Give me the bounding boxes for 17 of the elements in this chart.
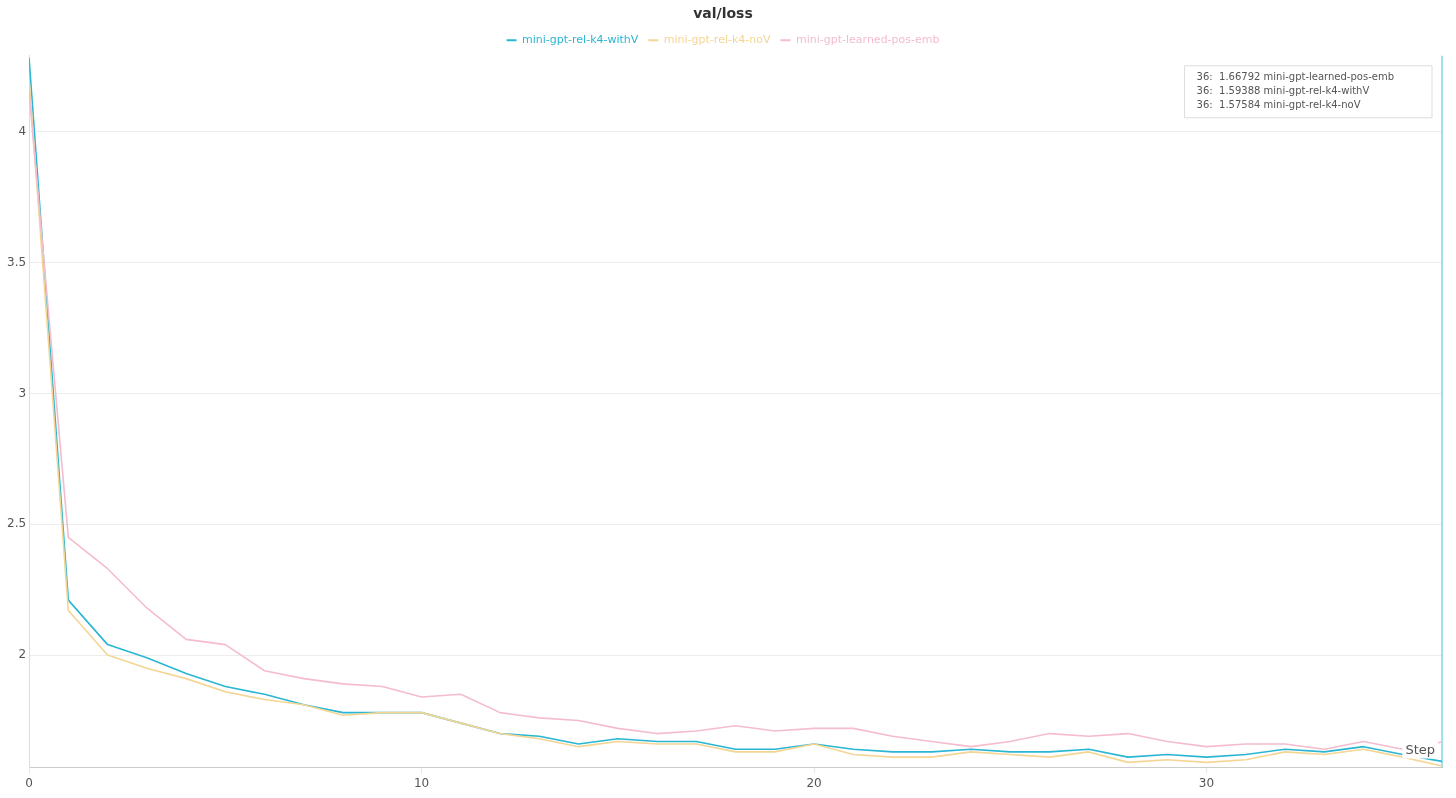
x-tick-label: 20 [806,775,822,790]
legend-label: mini-gpt-rel-k4-withV [522,33,639,47]
y-tick-label: 3.5 [6,254,27,269]
x-tick-label: 10 [413,775,430,790]
annotation: 36: 1.57584 mini-gpt-rel-k4-noV [1196,99,1361,111]
y-tick-label: 3 [18,385,27,400]
annotation: 36: 1.66792 mini-gpt-learned-pos-emb [1196,71,1394,83]
legend-label: mini-gpt-rel-k4-noV [663,33,771,47]
y-tick-label: 4 [18,123,27,138]
y-tick-label: 2.5 [6,516,27,531]
x-tick-label: 30 [1198,775,1215,790]
annotation: 36: 1.59388 mini-gpt-rel-k4-withV [1196,85,1370,97]
legend-label: mini-gpt-learned-pos-emb [795,33,940,47]
y-tick-label: 2 [18,647,27,662]
chart-title: val/loss [693,5,753,22]
x-tick-label: 0 [25,775,33,790]
x-axis-title: Step [1405,742,1435,758]
